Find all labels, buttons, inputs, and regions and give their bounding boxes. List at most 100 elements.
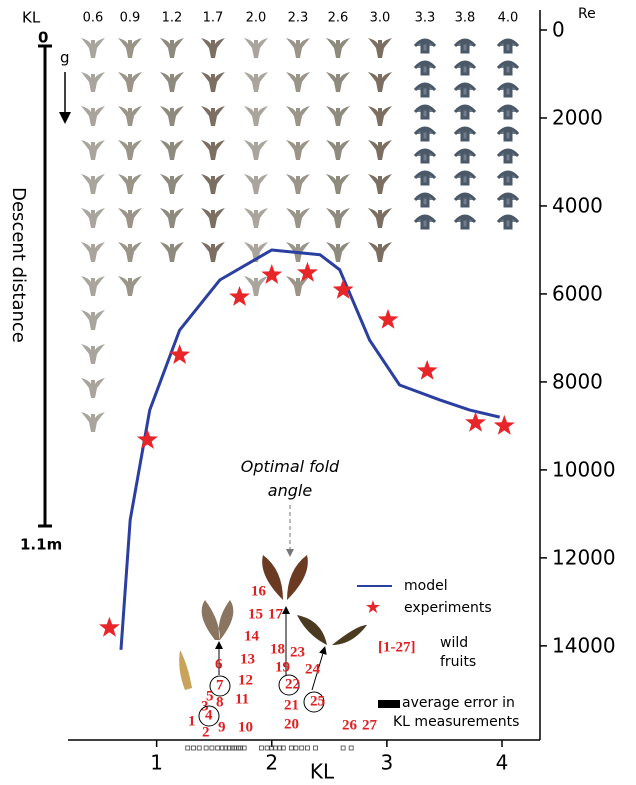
experiment-star [417, 360, 438, 380]
wild-fruit-label: 6 [215, 656, 223, 672]
wild-fruit-label: 2 [202, 724, 210, 740]
fruit-photo [455, 128, 475, 140]
wild-fruit-label: 9 [218, 719, 226, 735]
fruit-photo [118, 208, 142, 228]
fruit-photo [81, 242, 105, 262]
experiment-star [465, 412, 486, 432]
photo-column-label: 1.7 [203, 11, 224, 26]
fruit-photo [415, 172, 435, 184]
fruit-photo [455, 194, 475, 206]
error-bar [378, 700, 400, 708]
wild-fruit-label: 5 [206, 688, 214, 704]
fruit-photo [415, 40, 435, 52]
fruit-photo [415, 62, 435, 74]
fruit-photo [244, 208, 268, 228]
fruit-photo [368, 208, 392, 228]
fruit-photo [81, 106, 105, 126]
wild-fruit-label: 26 [342, 717, 358, 733]
wild-fruit-label: 13 [240, 651, 255, 667]
fruit-photo [286, 72, 310, 92]
wild-fruit-label: 8 [216, 694, 224, 710]
y2-tick-label: 6000 [552, 281, 603, 305]
photo-column-label: 2.3 [288, 11, 309, 26]
legend-swatch: ★ [365, 597, 381, 618]
fruit-photo [286, 208, 310, 228]
fruit-photo [201, 140, 225, 160]
wild-fruit-kl [210, 746, 214, 750]
wild-fruit-label: 18 [270, 641, 285, 657]
scale-bottom: 1.1m [20, 536, 62, 554]
photo-column-label: 3.3 [415, 11, 436, 26]
y2-tick-label: 2000 [552, 105, 603, 129]
fruit-photo [498, 194, 518, 206]
wild-fruit-kl [259, 746, 263, 750]
wild-fruit-label: 23 [290, 644, 305, 660]
experiment-star [229, 286, 250, 306]
x-tick-label: 1 [150, 751, 163, 775]
y2-tick-label: 10000 [552, 457, 616, 481]
fruit-photo [160, 72, 184, 92]
fruit-photo [286, 174, 310, 194]
fruit-photo [455, 84, 475, 96]
legend-label: experiments [404, 600, 492, 616]
x-tick-label: 2 [265, 751, 278, 775]
fruit-photo [81, 140, 105, 160]
fruit-photo [244, 72, 268, 92]
fruit-photo [415, 150, 435, 162]
fruit-photo [415, 216, 435, 228]
y2-tick-label: 12000 [552, 545, 616, 569]
fruit-photo [455, 106, 475, 118]
wild-fruit-kl [197, 746, 201, 750]
fruit-photo [81, 208, 105, 228]
fruit-photo [81, 276, 105, 296]
wild-fruit-kl [300, 746, 304, 750]
experiment-star [378, 309, 399, 329]
fruit-photo [118, 174, 142, 194]
wild-fruit-kl [294, 746, 298, 750]
experiment-star [137, 429, 158, 449]
photo-column-label: 0.6 [83, 11, 104, 26]
fruit-photo [201, 208, 225, 228]
fruit-photo [160, 242, 184, 262]
fruit-photo [326, 208, 350, 228]
wild-fruit-kl [341, 746, 345, 750]
fruit-photo [455, 62, 475, 74]
fruit-photo [326, 72, 350, 92]
wild-fruit-label: 15 [248, 606, 263, 622]
fruit-photo [81, 310, 105, 330]
y2-tick-label: 8000 [552, 369, 603, 393]
wild-fruit-kl [265, 746, 269, 750]
fruit-photo [286, 106, 310, 126]
photo-column-label: 3.0 [370, 11, 391, 26]
scale-top: 0 [38, 29, 48, 47]
fruit-photo [244, 140, 268, 160]
fruit-icon [202, 600, 234, 640]
wild-fruit-label: 20 [284, 716, 299, 732]
fruit-photo [498, 84, 518, 96]
experiment-star [99, 617, 120, 637]
wild-fruit-label: 12 [238, 672, 253, 688]
photo-column-label: 3.8 [455, 11, 476, 26]
fruit-photo [160, 38, 184, 58]
x-axis-label: KL [310, 760, 335, 784]
fruit-photo [415, 106, 435, 118]
fruit-photo [201, 174, 225, 194]
fruit-photo [455, 216, 475, 228]
wild-fruit-label: 27 [362, 717, 378, 733]
fruit-photo [201, 38, 225, 58]
fruit-photo [415, 84, 435, 96]
fruit-photo [118, 242, 142, 262]
fruit-icon [262, 555, 308, 600]
wild-fruit-kl [289, 746, 293, 750]
fruit-photo [326, 242, 350, 262]
experiment-star [261, 264, 282, 284]
fruit-photo [286, 38, 310, 58]
wild-fruits-range: [1-27] [378, 639, 416, 655]
fruit-photo [498, 40, 518, 52]
fruit-photo [286, 140, 310, 160]
photo-column-label: 2.0 [246, 11, 267, 26]
fruit-photo [201, 106, 225, 126]
y2-tick-label: 14000 [552, 633, 616, 657]
wild-fruit-kl [204, 746, 208, 750]
